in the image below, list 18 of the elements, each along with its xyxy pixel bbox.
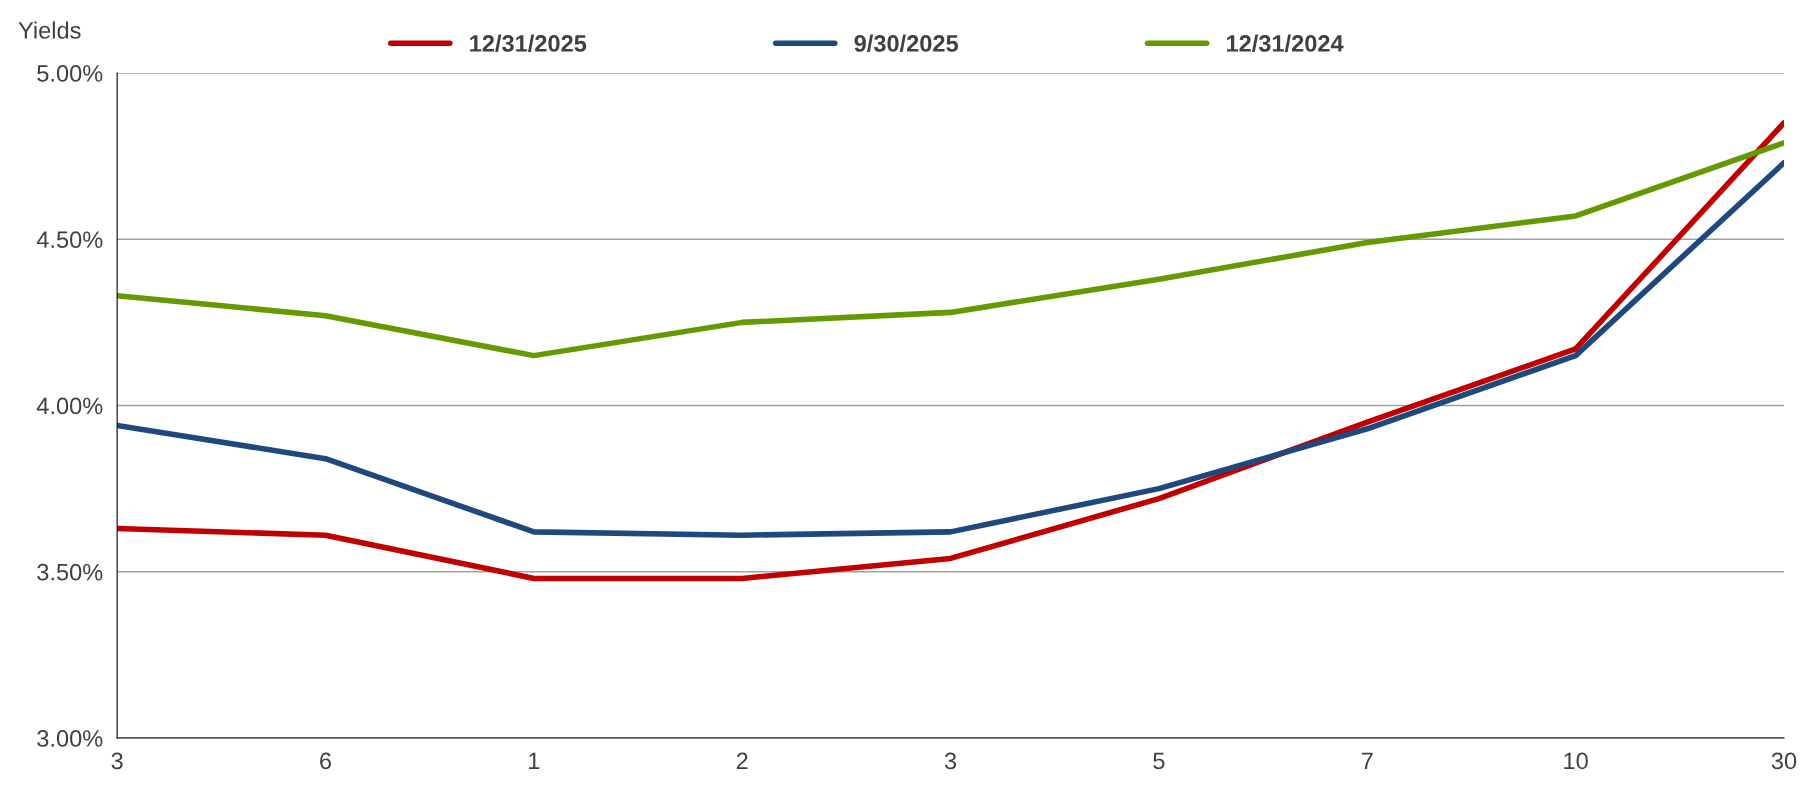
y-tick-label: 3.50% <box>37 563 103 581</box>
y-tick-label: 3.00% <box>37 730 103 747</box>
x-tick-label: 3 <box>944 752 957 770</box>
y-axis-title: Yields <box>18 21 81 39</box>
x-tick-label: 3 <box>111 752 123 770</box>
x-tick-label: 1 <box>529 752 540 770</box>
legend-label: 12/31/2025 <box>470 34 587 53</box>
legend-label: 9/30/2025 <box>854 34 959 53</box>
y-tick-label: 4.50% <box>36 231 103 249</box>
x-tick-label: 6 <box>320 752 332 770</box>
x-tick-label: 30 <box>1771 752 1797 770</box>
x-tick-label: 10 <box>1564 752 1588 770</box>
y-tick-label: 4.00% <box>36 397 103 415</box>
x-tick-label: 2 <box>736 752 748 770</box>
legend-label: 12/31/2024 <box>1226 34 1344 53</box>
x-tick-label: 7 <box>1361 752 1373 770</box>
y-tick-label: 5.00% <box>37 65 103 82</box>
x-tick-label: 5 <box>1153 752 1165 770</box>
